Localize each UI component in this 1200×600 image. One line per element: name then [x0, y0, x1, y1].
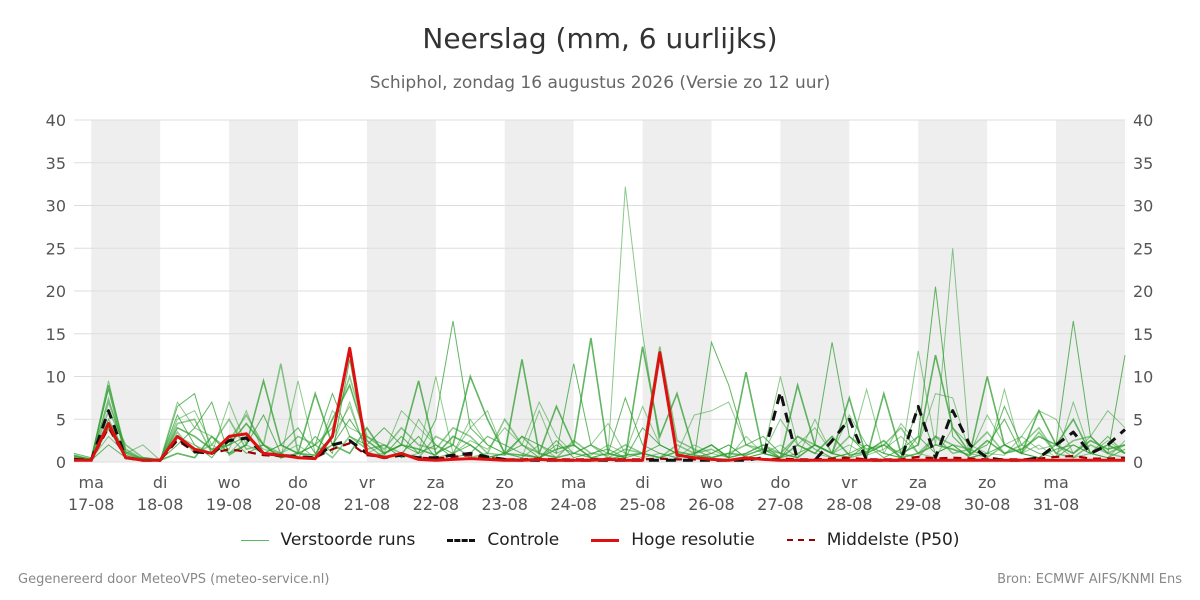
x-tick-date-label: 27-08 [757, 495, 804, 514]
x-tick-day-label: ma [79, 473, 104, 492]
x-tick-day-label: wo [700, 473, 723, 492]
x-tick-date-label: 19-08 [206, 495, 253, 514]
y-tick-label-left: 20 [46, 282, 66, 301]
x-tick-date-label: 17-08 [68, 495, 115, 514]
x-tick-day-label: ma [1043, 473, 1068, 492]
y-tick-label-left: 15 [46, 325, 66, 344]
legend-swatch-median [786, 539, 815, 541]
x-tick-day-label: wo [218, 473, 241, 492]
x-tick-day-label: di [153, 473, 168, 492]
ensemble-run-line [74, 337, 1126, 462]
legend-swatch-control [447, 538, 476, 542]
x-tick-day-label: vr [841, 473, 857, 492]
legend-label-median: Middelste (P50) [826, 530, 960, 550]
x-tick-date-label: 25-08 [619, 495, 666, 514]
y-tick-label-left: 0 [56, 453, 66, 472]
x-tick-day-label: za [909, 473, 927, 492]
y-tick-label-right: 40 [1133, 111, 1153, 130]
x-tick-date-label: 29-08 [895, 495, 942, 514]
x-tick-date-label: 28-08 [826, 495, 873, 514]
x-tick-date-label: 22-08 [413, 495, 460, 514]
ensemble-run-line [73, 363, 1126, 462]
precipitation-chart: 0 0 5 5 10 10 15 15 20 20 25 25 30 30 35 35 40 40 ma 17-08 d… [46, 111, 1154, 514]
x-tick-date-label: 31-08 [1033, 495, 1080, 514]
x-tick-day-label: zo [978, 473, 996, 492]
legend-item-control[interactable]: Controle [447, 530, 559, 550]
y-tick-label-right: 10 [1133, 368, 1153, 387]
x-tick-day-label: za [427, 473, 445, 492]
chart-legend: Verstoorde runs Controle Hoge resolutie … [0, 530, 1200, 550]
x-tick-day-label: zo [496, 473, 514, 492]
series-line-hoge-resolutie [74, 346, 1125, 462]
legend-label-control: Controle [487, 530, 560, 550]
legend-label-ensemble: Verstoorde runs [280, 530, 416, 550]
x-tick-day-label: di [635, 473, 650, 492]
series-line-middelste-p50 [73, 426, 1126, 462]
x-tick-day-label: do [770, 473, 790, 492]
y-tick-label-right: 5 [1133, 410, 1143, 429]
chart-title: Neerslag (mm, 6 uurlijks) [422, 22, 778, 55]
legend-swatch-ensemble [240, 539, 269, 541]
y-tick-label-right: 35 [1133, 154, 1153, 173]
footer-source: Bron: ECMWF AIFS/KNMI Ens [997, 572, 1182, 587]
legend-item-ensemble[interactable]: Verstoorde runs [240, 530, 416, 550]
legend-item-median[interactable]: Middelste (P50) [786, 530, 960, 550]
y-tick-label-right: 25 [1133, 239, 1153, 258]
y-tick-label-left: 40 [46, 111, 66, 130]
chart-subtitle: Schiphol, zondag 16 augustus 2026 (Versi… [369, 73, 831, 93]
x-tick-day-label: vr [359, 473, 375, 492]
y-tick-label-left: 5 [56, 410, 66, 429]
y-tick-label-right: 20 [1133, 282, 1153, 301]
x-tick-date-label: 30-08 [964, 495, 1011, 514]
ensemble-run-line [73, 393, 1126, 462]
x-tick-date-label: 23-08 [481, 495, 528, 514]
x-tick-date-label: 21-08 [344, 495, 391, 514]
legend-label-hires: Hoge resolutie [631, 530, 755, 550]
x-tick-date-label: 20-08 [275, 495, 322, 514]
y-tick-label-right: 15 [1133, 325, 1153, 344]
legend-swatch-hires [591, 538, 620, 542]
ensemble-run-line [73, 346, 1126, 462]
x-tick-date-label: 18-08 [137, 495, 184, 514]
y-tick-label-right: 0 [1133, 453, 1143, 472]
y-tick-label-left: 35 [46, 154, 66, 173]
footer-generated-by: Gegenereerd door MeteoVPS (meteo-service… [18, 572, 330, 587]
y-tick-label-left: 25 [46, 239, 66, 258]
x-tick-day-label: do [288, 473, 308, 492]
x-tick-day-label: ma [561, 473, 586, 492]
legend-item-hires[interactable]: Hoge resolutie [591, 530, 755, 550]
y-tick-label-left: 30 [46, 197, 66, 216]
y-tick-label-right: 30 [1133, 197, 1153, 216]
x-tick-date-label: 26-08 [688, 495, 735, 514]
x-tick-date-label: 24-08 [550, 495, 597, 514]
y-tick-label-left: 10 [46, 368, 66, 387]
